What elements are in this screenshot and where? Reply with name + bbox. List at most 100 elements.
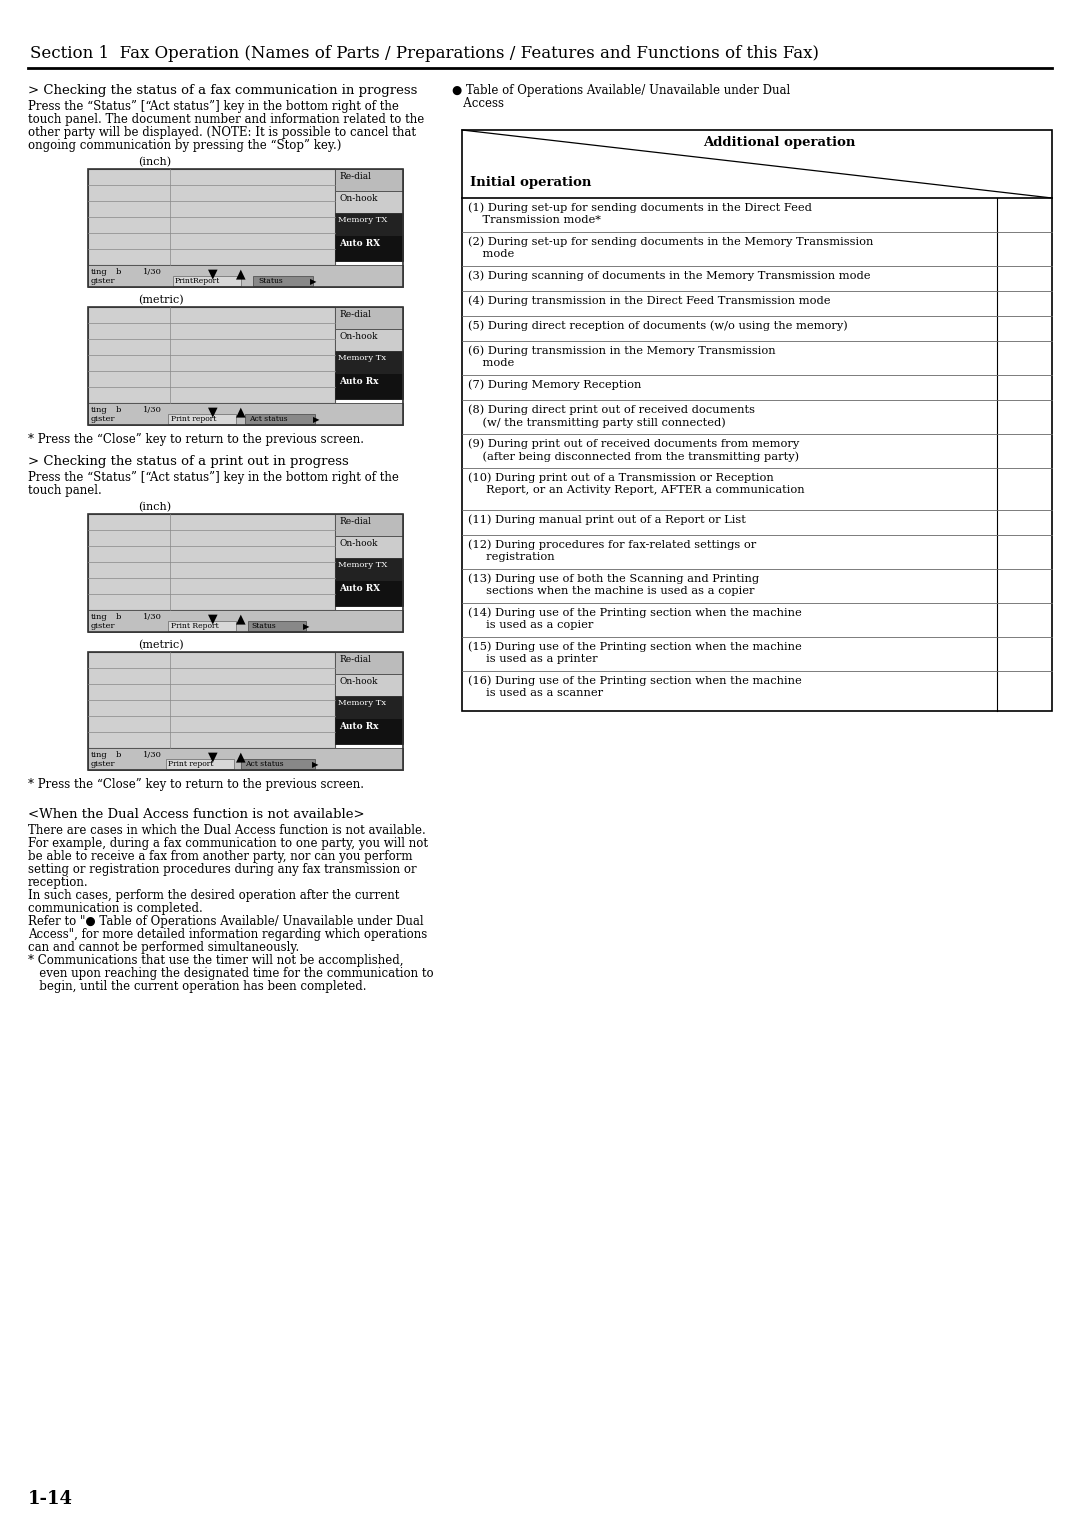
Text: ▼: ▼ <box>208 613 218 625</box>
Text: Status: Status <box>258 277 283 286</box>
Text: Act status: Act status <box>245 759 284 769</box>
Text: Press the “Status” [“Act status”] key in the bottom right of the: Press the “Status” [“Act status”] key in… <box>28 471 399 484</box>
Text: PrintReport: PrintReport <box>175 277 220 286</box>
Bar <box>335 170 403 191</box>
Text: There are cases in which the Dual Access function is not available.: There are cases in which the Dual Access… <box>28 824 426 837</box>
Text: begin, until the current operation has been completed.: begin, until the current operation has b… <box>28 979 366 993</box>
Text: is used as a scanner: is used as a scanner <box>468 688 603 698</box>
Text: (7) During Memory Reception: (7) During Memory Reception <box>468 379 642 390</box>
Text: Press the “Status” [“Act status”] key in the bottom right of the: Press the “Status” [“Act status”] key in… <box>28 99 399 113</box>
Text: b: b <box>116 750 121 759</box>
Text: ▶: ▶ <box>312 759 319 769</box>
Text: (11) During manual print out of a Report or List: (11) During manual print out of a Report… <box>468 513 746 524</box>
Text: (inch): (inch) <box>138 503 171 512</box>
Text: (12) During procedures for fax-related settings or: (12) During procedures for fax-related s… <box>468 539 756 550</box>
Text: ▶: ▶ <box>313 416 320 423</box>
Text: (2) During set-up for sending documents in the Memory Transmission: (2) During set-up for sending documents … <box>468 235 874 246</box>
Bar <box>87 170 403 287</box>
Bar <box>87 610 403 633</box>
Text: Print report: Print report <box>168 759 214 769</box>
Text: is used as a copier: is used as a copier <box>468 620 593 630</box>
Bar <box>335 212 403 235</box>
Text: (1) During set-up for sending documents in the Direct Feed: (1) During set-up for sending documents … <box>468 202 812 212</box>
Text: (metric): (metric) <box>138 640 184 651</box>
Text: In such cases, perform the desired operation after the current: In such cases, perform the desired opera… <box>28 889 400 902</box>
Text: 1/30: 1/30 <box>143 406 162 414</box>
Text: (16) During use of the Printing section when the machine: (16) During use of the Printing section … <box>468 675 801 686</box>
Text: mode: mode <box>468 249 514 260</box>
Text: mode: mode <box>468 358 514 368</box>
Bar <box>87 403 403 425</box>
Bar <box>335 558 403 581</box>
Text: (14) During use of the Printing section when the machine: (14) During use of the Printing section … <box>468 607 801 617</box>
Text: gister: gister <box>91 622 116 630</box>
Text: Memory Tx: Memory Tx <box>338 354 387 362</box>
Bar <box>87 749 403 770</box>
Text: (10) During print out of a Transmission or Reception: (10) During print out of a Transmission … <box>468 472 773 483</box>
Text: ▶: ▶ <box>310 277 316 286</box>
Bar <box>87 264 403 287</box>
Text: (metric): (metric) <box>138 295 184 306</box>
Text: ongoing communication by pressing the “Stop” key.): ongoing communication by pressing the “S… <box>28 139 341 151</box>
Text: (6) During transmission in the Memory Transmission: (6) During transmission in the Memory Tr… <box>468 345 775 356</box>
Bar <box>335 235 403 261</box>
Text: is used as a printer: is used as a printer <box>468 654 597 665</box>
Text: gister: gister <box>91 759 116 769</box>
Text: even upon reaching the designated time for the communication to: even upon reaching the designated time f… <box>28 967 434 979</box>
Text: (after being disconnected from the transmitting party): (after being disconnected from the trans… <box>468 451 799 461</box>
Text: reception.: reception. <box>28 876 89 889</box>
Text: Re-dial: Re-dial <box>339 310 370 319</box>
Text: For example, during a fax communication to one party, you will not: For example, during a fax communication … <box>28 837 428 850</box>
Bar <box>335 307 403 329</box>
Text: Memory TX: Memory TX <box>338 215 388 225</box>
Bar <box>335 652 403 674</box>
Bar <box>335 674 403 695</box>
Bar <box>248 620 306 631</box>
Bar <box>335 351 403 373</box>
Text: * Press the “Close” key to return to the previous screen.: * Press the “Close” key to return to the… <box>28 432 364 446</box>
Text: gister: gister <box>91 277 116 286</box>
Text: (9) During print out of received documents from memory: (9) During print out of received documen… <box>468 439 799 449</box>
Text: On-hook: On-hook <box>339 194 378 203</box>
Text: Additional operation: Additional operation <box>703 136 855 150</box>
Text: Initial operation: Initial operation <box>470 176 592 189</box>
Text: 1/30: 1/30 <box>143 750 162 759</box>
Text: Auto Rx: Auto Rx <box>339 377 378 387</box>
Text: sections when the machine is used as a copier: sections when the machine is used as a c… <box>468 587 755 596</box>
Bar <box>166 759 234 769</box>
Text: gister: gister <box>91 416 116 423</box>
Text: touch panel.: touch panel. <box>28 484 102 497</box>
Text: (w/ the transmitting party still connected): (w/ the transmitting party still connect… <box>468 417 726 428</box>
Text: 1-14: 1-14 <box>28 1490 73 1508</box>
Text: ting: ting <box>91 267 108 277</box>
Text: other party will be displayed. (NOTE: It is possible to cancel that: other party will be displayed. (NOTE: It… <box>28 125 416 139</box>
Text: ting: ting <box>91 750 108 759</box>
Text: Memory Tx: Memory Tx <box>338 698 387 707</box>
Text: Re-dial: Re-dial <box>339 656 370 665</box>
Text: Access", for more detailed information regarding which operations: Access", for more detailed information r… <box>28 927 428 941</box>
Text: ▲: ▲ <box>237 405 245 419</box>
Text: Access: Access <box>453 96 504 110</box>
Bar <box>87 307 335 403</box>
Text: b: b <box>116 267 121 277</box>
Bar <box>335 718 403 744</box>
Text: Report, or an Activity Report, AFTER a communication: Report, or an Activity Report, AFTER a c… <box>468 484 805 495</box>
Text: (4) During transmission in the Direct Feed Transmission mode: (4) During transmission in the Direct Fe… <box>468 295 831 306</box>
Text: Section 1  Fax Operation (Names of Parts / Preparations / Features and Functions: Section 1 Fax Operation (Names of Parts … <box>30 44 819 63</box>
Text: <When the Dual Access function is not available>: <When the Dual Access function is not av… <box>28 808 365 821</box>
Text: > Checking the status of a print out in progress: > Checking the status of a print out in … <box>28 455 349 468</box>
Text: ting: ting <box>91 613 108 620</box>
Text: ▲: ▲ <box>237 613 245 625</box>
Text: ▲: ▲ <box>237 750 245 762</box>
Bar <box>168 620 237 631</box>
Text: registration: registration <box>468 552 555 562</box>
Bar <box>173 277 241 286</box>
Text: setting or registration procedures during any fax transmission or: setting or registration procedures durin… <box>28 863 417 876</box>
Bar <box>253 277 313 286</box>
Text: Re-dial: Re-dial <box>339 516 370 526</box>
Bar <box>87 513 335 610</box>
Text: Re-dial: Re-dial <box>339 173 370 180</box>
Text: > Checking the status of a fax communication in progress: > Checking the status of a fax communica… <box>28 84 417 96</box>
Text: Auto RX: Auto RX <box>339 238 380 248</box>
Text: Act status: Act status <box>249 416 287 423</box>
